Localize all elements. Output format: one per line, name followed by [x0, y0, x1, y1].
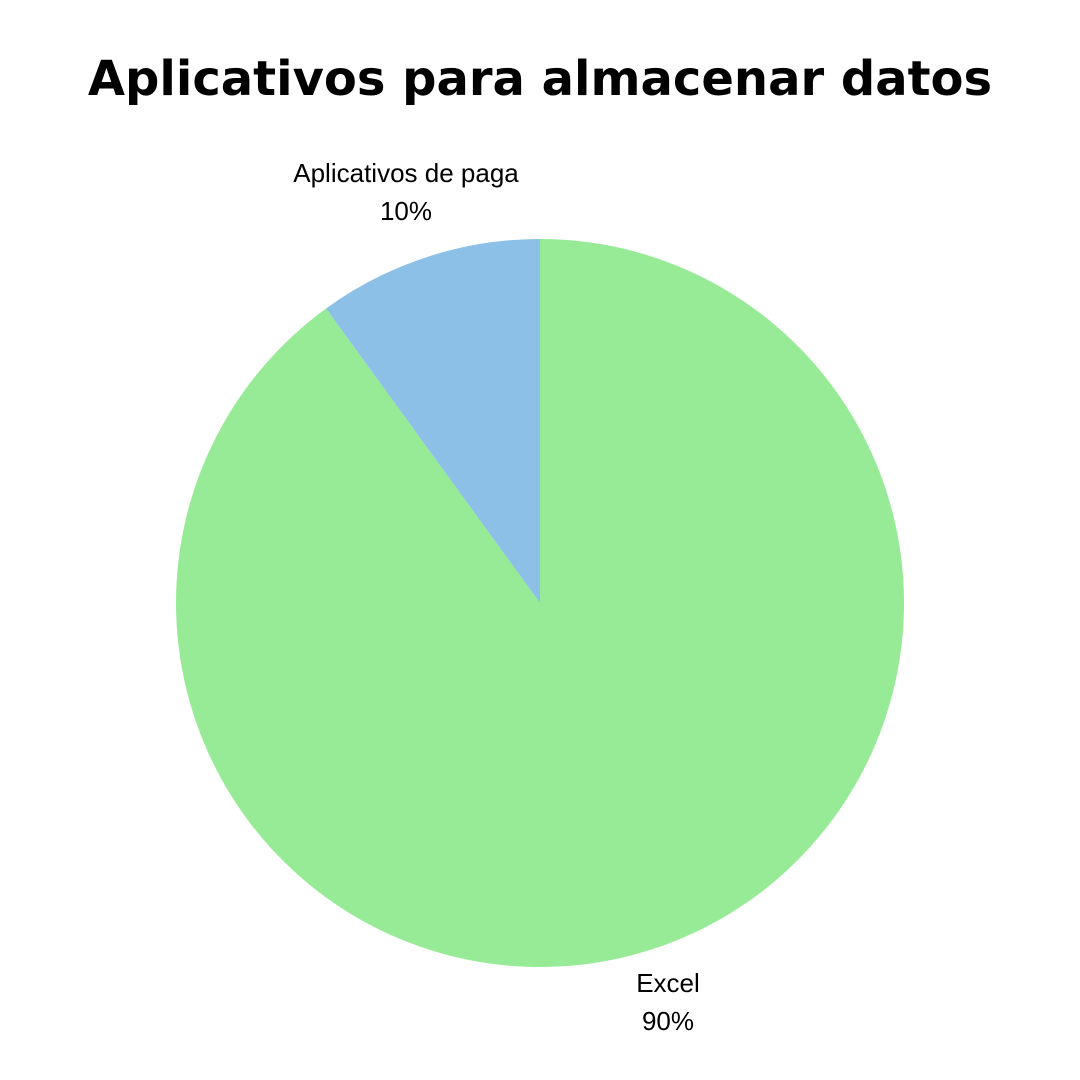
slice-value-text: 90% [641, 1006, 695, 1036]
slice-label-text: Aplicativos de paga [293, 158, 519, 188]
pie-slice-excel [176, 238, 905, 968]
chart-title: Aplicativos para almacenar datos [87, 51, 993, 107]
pie-slice-aplicativos-de-paga [326, 239, 540, 603]
slice-label-aplicativos-de-paga: Aplicativos de paga 10% [293, 154, 518, 230]
slice-label-excel: Excel 90% [636, 964, 700, 1040]
slice-value-text: 10% [379, 196, 433, 226]
slice-label-text: Excel [636, 968, 700, 998]
pie-slices [176, 238, 905, 968]
